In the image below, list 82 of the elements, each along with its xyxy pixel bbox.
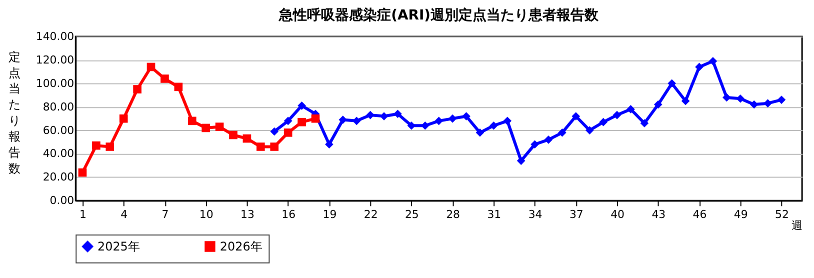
- y-tick-label: 140.00: [36, 30, 74, 43]
- point: [599, 118, 608, 126]
- x-tick-label: 40: [610, 208, 625, 222]
- x-tick-label: 13: [240, 208, 254, 222]
- point: [626, 105, 635, 114]
- point: [490, 121, 498, 130]
- point: [298, 118, 306, 126]
- x-tick-label: 1: [79, 208, 86, 222]
- x-tick-label: 52: [775, 208, 789, 222]
- x-tick-label: 16: [282, 208, 296, 222]
- x-tick-label: 28: [446, 208, 460, 222]
- y-tick-label: 80.00: [42, 100, 74, 114]
- point: [146, 62, 156, 72]
- legend-label: 2025年: [98, 239, 140, 254]
- point: [394, 110, 402, 118]
- point: [174, 82, 183, 92]
- point: [160, 74, 169, 83]
- point: [215, 122, 224, 131]
- legend-label: 2026年: [220, 239, 262, 254]
- y-axis-title: 定点当たり報告数: [8, 50, 20, 176]
- point: [448, 114, 457, 123]
- point: [544, 136, 553, 144]
- point: [202, 124, 210, 132]
- point: [736, 94, 745, 103]
- point: [380, 112, 388, 120]
- point: [284, 128, 292, 137]
- point: [462, 112, 470, 120]
- point: [366, 110, 374, 120]
- point: [708, 56, 718, 66]
- point: [516, 156, 526, 165]
- y-tick-label: 120.00: [36, 53, 74, 66]
- point: [119, 114, 128, 123]
- point: [585, 126, 594, 134]
- x-tick-label: 43: [652, 208, 666, 222]
- point: [640, 119, 649, 128]
- x-tick-label: 19: [322, 208, 337, 222]
- point: [476, 128, 484, 137]
- y-tick-label: 100.00: [36, 76, 74, 90]
- point: [256, 142, 265, 151]
- y-tick-label: 60.00: [42, 124, 74, 137]
- point: [78, 168, 87, 177]
- point: [106, 142, 114, 151]
- y-tick-label: 40.00: [42, 147, 74, 160]
- x-tick-label: 46: [692, 208, 707, 222]
- point: [764, 99, 772, 108]
- point: [777, 96, 786, 104]
- point: [242, 134, 252, 143]
- x-tick-label: 25: [404, 208, 419, 222]
- point: [229, 130, 238, 140]
- x-tick-label: 4: [120, 208, 128, 222]
- point: [681, 96, 690, 106]
- x-axis-title: 週: [792, 219, 803, 232]
- point: [503, 116, 512, 126]
- point: [188, 116, 196, 126]
- point: [558, 128, 566, 137]
- x-tick-label: 10: [199, 208, 214, 222]
- x-tick-label: 31: [487, 208, 502, 222]
- point: [92, 141, 100, 150]
- point: [284, 116, 292, 126]
- point: [654, 100, 662, 109]
- point: [298, 102, 306, 110]
- x-tick-label: 22: [364, 208, 378, 222]
- point: [572, 112, 580, 120]
- point: [311, 114, 320, 123]
- point: [668, 79, 676, 88]
- point: [695, 62, 704, 72]
- point: [133, 85, 142, 94]
- x-tick-label: 37: [569, 208, 584, 222]
- point: [270, 127, 279, 136]
- point: [750, 100, 758, 109]
- chart-title: 急性呼吸器感染症(ARI)週別定点当たり患者報告数: [278, 6, 600, 24]
- point: [612, 110, 622, 120]
- point: [722, 93, 731, 102]
- x-tick-label: 49: [734, 208, 748, 222]
- x-tick-label: 7: [162, 208, 169, 222]
- point: [325, 140, 334, 149]
- y-tick-label: 20.00: [42, 170, 74, 184]
- y-tick-label: 0.00: [50, 194, 74, 208]
- point: [270, 142, 279, 151]
- point: [530, 140, 539, 149]
- x-tick-label: 34: [528, 208, 542, 222]
- point: [434, 116, 444, 126]
